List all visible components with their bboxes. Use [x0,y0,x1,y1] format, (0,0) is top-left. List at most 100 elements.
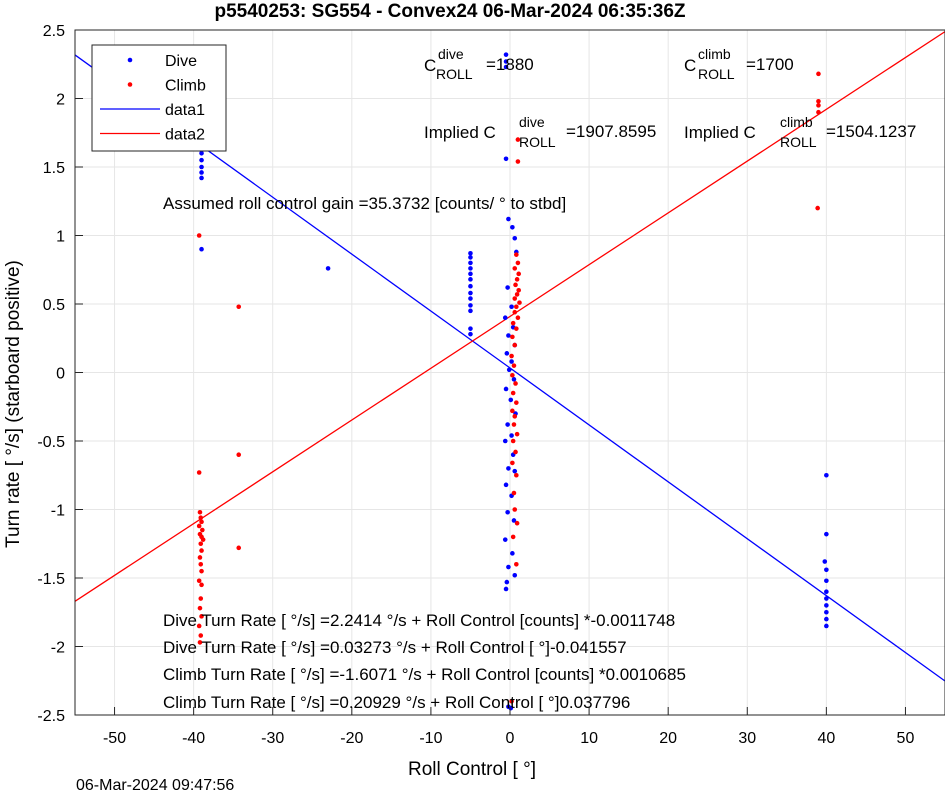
dive-point [502,438,508,444]
climb-point [512,507,518,512]
climb-point [515,137,521,142]
dive-point [824,623,829,629]
implied-climb-sup: climb [780,114,813,130]
climb-point [514,292,520,297]
climb-point [199,519,204,525]
x-tick-label: -20 [340,730,363,747]
y-tick-label: 0.5 [43,297,65,314]
y-tick-label: 1.5 [43,160,65,177]
dive-point [506,333,511,338]
dive-point [325,266,331,271]
dive-point [468,283,473,289]
climb-point [512,266,518,271]
climb-points [196,71,821,704]
dive-point [824,567,829,573]
implied-climb-annotation: Implied C climb ROLL =1504.1237 [684,114,916,150]
dive-point [509,433,514,438]
y-tick-label: 2 [56,92,65,109]
climb-point [197,509,203,515]
equation-dive-counts: Dive Turn Rate [ °/s] =2.2414 °/s + Roll… [163,611,675,630]
dive-point [505,285,510,290]
legend-label-climb: Climb [165,78,206,95]
climb-point [816,98,821,104]
climb-point [514,304,519,310]
y-tick-label: 0 [56,366,65,383]
x-tick-label: -40 [182,730,205,747]
climb-point [511,422,517,427]
dive-point [199,157,204,163]
implied-dive-sub: ROLL [519,134,556,150]
climb-point [516,288,521,293]
dive-point [506,216,511,222]
implied-dive-value: =1907.8595 [566,122,656,141]
climb-point [514,277,520,282]
dive-point [510,224,515,230]
climb-point [198,633,204,638]
dive-point [468,255,473,260]
dive-point [506,564,511,570]
legend: Dive Climb data1 data2 [91,44,227,152]
x-tick-label: -30 [261,730,284,747]
climb-point [512,296,518,301]
dive-point [510,551,515,556]
dive-point [824,589,829,594]
dive-point [468,326,473,331]
climb-point [516,271,521,277]
climb-point [509,699,514,704]
climb-point [816,71,821,77]
dive-point [503,64,509,70]
dive-point [824,616,829,622]
dive-point [468,266,473,271]
y-tick-label: -1 [51,503,65,520]
legend-marker-climb [127,82,133,87]
equation-climb-degrees: Climb Turn Rate [ °/s] =0.20929 °/s + Ro… [163,693,630,712]
x-tick-label: -10 [419,730,442,747]
dive-point [506,466,511,471]
dive-point [502,315,508,321]
climb-point [816,109,821,115]
dive-point [824,603,829,608]
y-tick-label: -2.5 [37,708,65,725]
dive-point [508,397,514,403]
c-roll-dive-sup: dive [438,46,464,62]
dive-point [503,482,509,488]
x-tick-label: 40 [817,730,835,747]
climb-point [510,372,515,378]
equation-dive-degrees: Dive Turn Rate [ °/s] =0.03273 °/s + Rol… [163,638,627,657]
y-tick-label: 1 [56,229,65,246]
climb-point [815,205,820,211]
climb-point [200,527,205,533]
dive-point [824,596,829,601]
dive-point [512,572,518,578]
climb-point [199,582,204,588]
climb-point [510,438,516,444]
climb-point [198,515,204,521]
dive-point [199,246,204,252]
dive-point [504,579,510,585]
dive-point [506,367,512,373]
dive-point [511,518,517,523]
c-roll-climb-prefix: C [684,56,696,75]
dive-point [503,59,509,64]
y-tick-label: -1.5 [37,571,65,588]
legend-label-data2: data2 [165,127,205,144]
dive-point [468,296,473,301]
climb-point [199,614,204,619]
climb-point [510,460,515,466]
climb-point [513,282,518,288]
climb-point [514,562,519,567]
dive-point [503,52,509,57]
y-axis-label: Turn rate [ °/s] (starboard positive) [3,260,24,548]
dive-point [468,277,473,282]
climb-point [816,103,821,108]
legend-label-data1: data1 [165,102,205,119]
dive-point [468,308,473,314]
dive-point [502,537,508,542]
dive-point [509,304,514,310]
climb-point [510,390,516,396]
assumed-gain-annotation: Assumed roll control gain =35.3732 [coun… [163,194,566,213]
climb-point [512,414,518,419]
dive-point [504,351,510,356]
c-roll-climb-annotation: C climb ROLL =1700 [684,46,794,82]
climb-point [514,326,519,331]
